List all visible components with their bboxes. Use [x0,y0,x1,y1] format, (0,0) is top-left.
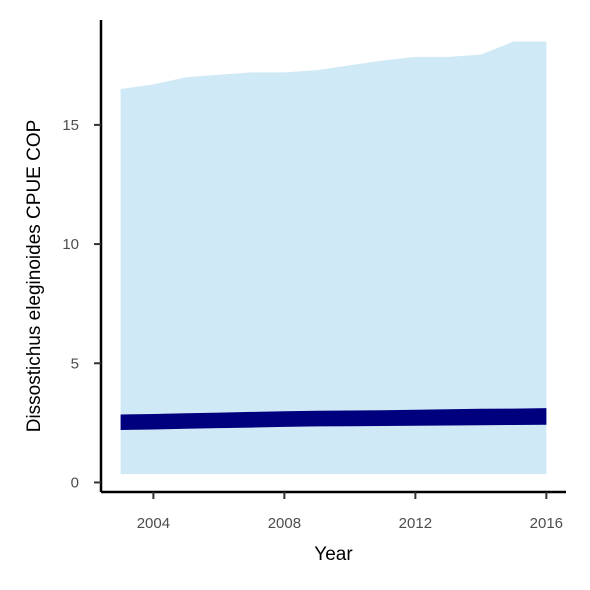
x-axis-title: Year [314,544,353,565]
outer-ribbon [120,41,547,475]
tick-layer: 2004 2008 2012 2016 0 5 10 15 [62,117,563,532]
axes-layer [99,20,566,494]
inner-ribbon [120,408,547,430]
y-axis-title: Dissostichus eleginoides CPUE COP [24,120,45,433]
x-tick-label: 2004 [137,515,170,532]
x-tick-label: 2008 [268,515,301,532]
y-tick-label: 0 [71,474,79,491]
x-tick-label: 2016 [530,515,563,532]
ribbon-layer [120,41,547,475]
y-tick-label: 15 [62,117,79,134]
x-tick-label: 2012 [399,515,432,532]
y-tick-label: 5 [71,355,79,372]
y-tick-label: 10 [62,236,79,253]
